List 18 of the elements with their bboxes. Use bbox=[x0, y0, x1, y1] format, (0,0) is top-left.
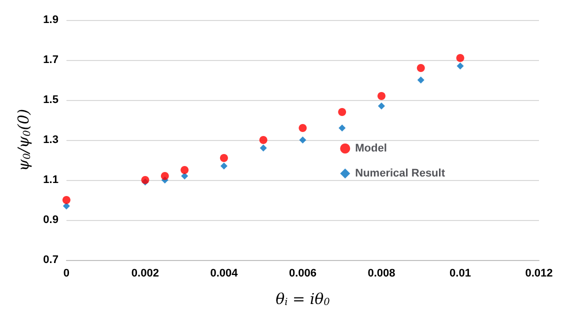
x-tick-label: 0.002 bbox=[131, 268, 159, 280]
y-tick-label: 0.7 bbox=[43, 254, 58, 266]
x-tick-label: 0.008 bbox=[368, 268, 396, 280]
legend-label: Model bbox=[355, 142, 387, 154]
x-axis-title: θi = iθ0 bbox=[276, 290, 330, 308]
y-tick-label: 1.1 bbox=[43, 174, 58, 186]
y-tick-label: 1.3 bbox=[43, 134, 58, 146]
x-tick-label: 0.004 bbox=[210, 268, 239, 280]
y-tick-label: 1.5 bbox=[43, 94, 58, 106]
y-tick-label: 0.9 bbox=[43, 214, 58, 226]
y-tick-label: 1.9 bbox=[43, 14, 58, 26]
legend-label: Numerical Result bbox=[355, 168, 446, 180]
y-axis-title: ψ0/ψ0(0) bbox=[14, 108, 33, 172]
x-tick-label: 0.012 bbox=[525, 268, 553, 280]
x-tick-label: 0 bbox=[63, 268, 70, 280]
x-tick-label: 0.01 bbox=[450, 268, 471, 280]
x-tick-label: 0.006 bbox=[288, 268, 316, 280]
y-tick-label: 1.7 bbox=[43, 54, 58, 66]
